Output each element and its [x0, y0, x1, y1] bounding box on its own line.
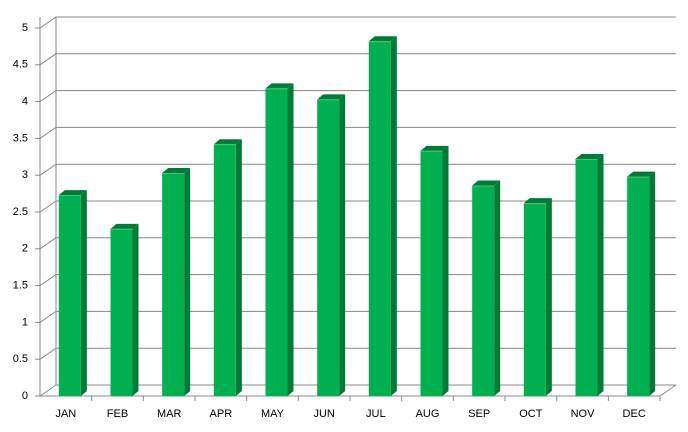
bar-top [368, 36, 397, 42]
y-tick-label: 2.5 [13, 206, 28, 218]
bar-side [390, 36, 397, 397]
x-tick-label: AUG [416, 408, 440, 420]
bar [317, 99, 340, 396]
bar [368, 41, 391, 397]
grid-line [39, 53, 676, 66]
x-tick-label: DEC [623, 408, 646, 420]
y-tick-label: 2 [22, 243, 28, 255]
bar-top [213, 139, 242, 145]
bar-side [184, 167, 191, 396]
grid-line [39, 310, 676, 323]
bar-side [494, 180, 501, 396]
x-tick-label: JUN [313, 408, 334, 420]
y-tick-label: 1.5 [13, 280, 28, 292]
y-tick-label: 4 [22, 96, 28, 108]
bar-top [162, 167, 191, 173]
x-tick-label: MAR [157, 408, 182, 420]
bar-side [597, 154, 604, 396]
grid-line [39, 237, 676, 250]
bar-top [472, 180, 501, 186]
y-tick-label: 3 [22, 169, 28, 181]
bar-top [110, 223, 139, 229]
bar [523, 203, 546, 396]
y-tick-label: 4.5 [13, 59, 28, 71]
y-tick-label: 0.5 [13, 353, 28, 365]
grid-line [39, 90, 676, 103]
bar [627, 176, 650, 396]
bar-side [545, 198, 552, 396]
x-tick-label: NOV [571, 408, 596, 420]
grid-line [39, 126, 676, 139]
bar-top [575, 154, 604, 160]
y-tick-label: 1 [22, 316, 28, 328]
x-tick-label: MAY [261, 408, 285, 420]
grid-line [39, 384, 676, 397]
bar-top [317, 94, 346, 100]
x-tick-label: OCT [519, 408, 543, 420]
bar-side [339, 94, 346, 396]
bar-side [80, 190, 87, 396]
grid-line [39, 200, 676, 213]
bar [472, 185, 495, 396]
bar-side [442, 145, 449, 396]
bar-top [265, 83, 294, 89]
bar-top [523, 198, 552, 204]
bar-top [627, 171, 656, 177]
grid-line [39, 347, 676, 360]
x-tick-label: SEP [468, 408, 490, 420]
bar [110, 228, 133, 396]
bar-side [235, 139, 242, 396]
y-tick-label: 0 [22, 390, 28, 402]
bar [162, 172, 185, 396]
bar [213, 144, 236, 396]
floor-edge [659, 384, 677, 397]
bar [575, 159, 598, 396]
x-tick-label: JAN [55, 408, 76, 420]
grid-line [39, 274, 676, 287]
x-tick-label: FEB [107, 408, 128, 420]
bar-top [420, 145, 449, 151]
bar [58, 195, 81, 396]
grid-line [39, 16, 676, 29]
bar [265, 88, 288, 397]
grid-line [39, 163, 676, 176]
bar [420, 150, 443, 396]
bar-side [287, 83, 294, 397]
x-tick-label: APR [210, 408, 233, 420]
bar-side [649, 171, 656, 396]
y-tick-label: 5 [22, 22, 28, 34]
y-tick-label: 3.5 [13, 132, 28, 144]
bar-side [132, 223, 139, 396]
x-tick-label: JUL [366, 408, 386, 420]
bar-top [58, 190, 87, 196]
